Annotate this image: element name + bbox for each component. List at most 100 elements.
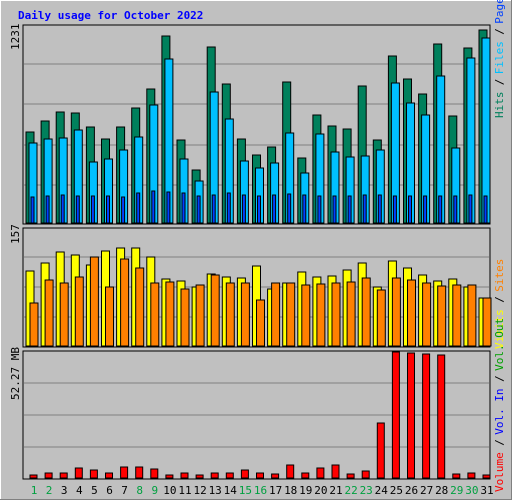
bar-sites-day-undefined <box>422 282 432 347</box>
x-tick-label-day-14: 14 <box>224 484 238 497</box>
bar-volume-day-undefined <box>467 472 476 479</box>
x-tick-label-day-5: 5 <box>91 484 98 497</box>
x-tick-label-day-2: 2 <box>46 484 53 497</box>
x-tick-label-day-1: 1 <box>31 484 38 497</box>
bar-files-day-31 <box>481 37 491 224</box>
y-max-label-volume: 52.27 MB <box>9 347 22 400</box>
x-tick-label-day-18: 18 <box>284 484 297 497</box>
bar-volume-day-undefined <box>135 466 144 479</box>
bar-pages-day-9 <box>151 190 156 224</box>
legend-separator: / <box>493 439 506 446</box>
bar-volume-day-undefined <box>376 422 385 479</box>
bar-volume-day-undefined <box>210 472 219 479</box>
bar-volume-day-undefined <box>29 474 38 479</box>
bar-volume-day-undefined <box>301 472 310 479</box>
x-axis-labels: 1 2 3 4 5 6 7 8 9 10 11 12 13 14 15 16 17 18 19 20 21 22 23 24 2… <box>31 484 494 497</box>
bar-pages-day-17 <box>272 194 277 224</box>
legend-label-pages: Pages <box>493 0 506 24</box>
legend-separator: / <box>493 296 506 303</box>
bar-volume-day-undefined <box>316 467 325 479</box>
bar-volume-day-undefined <box>105 472 113 479</box>
x-tick-label-day-30: 30 <box>465 484 478 497</box>
bar-volume-day-undefined <box>482 474 491 479</box>
bar-sites-day-undefined <box>44 279 54 347</box>
bar-pages-day-4 <box>75 195 80 224</box>
bar-pages-day-10 <box>166 191 171 224</box>
x-tick-label-day-20: 20 <box>314 484 327 497</box>
bar-volume-day-undefined <box>120 466 129 479</box>
x-tick-label-day-13: 13 <box>209 484 222 497</box>
bar-pages-day-15 <box>241 194 246 224</box>
bar-pages-day-3 <box>60 194 65 224</box>
x-tick-label-day-24: 24 <box>375 484 389 497</box>
bar-sites-day-undefined <box>29 302 39 347</box>
legend-label-volume: Volume <box>493 452 506 492</box>
bar-pages-day-11 <box>181 192 186 224</box>
bar-sites-day-undefined <box>59 282 69 347</box>
bar-volume-day-undefined <box>407 352 415 479</box>
y-max-label-hits: 1231 <box>9 24 22 51</box>
bar-sites-day-undefined <box>467 284 477 347</box>
bar-sites-day-undefined <box>135 267 145 347</box>
bar-sites-day-undefined <box>286 282 296 347</box>
bar-pages-day-22 <box>347 195 352 224</box>
bar-volume-day-undefined <box>150 468 159 479</box>
x-tick-label-day-17: 17 <box>269 484 282 497</box>
bar-sites-day-undefined <box>225 282 235 347</box>
bar-sites-day-undefined <box>120 258 130 347</box>
bar-sites-day-undefined <box>195 284 205 347</box>
x-tick-label-day-26: 26 <box>405 484 418 497</box>
bar-pages-day-7 <box>121 196 126 224</box>
bar-volume-day-undefined <box>286 464 295 479</box>
bar-pages-day-19 <box>302 194 307 224</box>
bar-volume-day-undefined <box>331 464 340 479</box>
bar-volume-day-undefined <box>271 473 280 479</box>
x-tick-label-day-28: 28 <box>435 484 448 497</box>
x-tick-label-day-4: 4 <box>76 484 83 497</box>
x-tick-label-day-6: 6 <box>106 484 113 497</box>
bar-sites-day-undefined <box>74 276 84 347</box>
x-tick-label-day-31: 31 <box>480 484 493 497</box>
bar-sites-day-undefined <box>346 281 356 347</box>
bar-sites-day-undefined <box>452 284 462 347</box>
bar-pages-day-24 <box>377 194 382 224</box>
bar-pages-day-26 <box>408 195 412 224</box>
bar-volume-day-undefined <box>422 353 431 479</box>
bar-sites-day-undefined <box>180 288 190 347</box>
x-tick-label-day-8: 8 <box>136 484 143 497</box>
legend-separator: / <box>493 79 506 86</box>
bar-pages-day-2 <box>45 195 50 224</box>
bar-volume-day-undefined <box>44 472 53 479</box>
bar-sites-day-undefined <box>482 297 492 347</box>
x-tick-label-day-27: 27 <box>420 484 433 497</box>
bar-volume-day-undefined <box>240 469 249 479</box>
bar-pages-day-13 <box>211 194 216 224</box>
bar-pages-day-31 <box>483 195 488 224</box>
bar-sites-day-undefined <box>331 282 341 347</box>
bar-sites-day-undefined <box>89 256 99 347</box>
legend-label-sites: Sites <box>493 259 506 292</box>
bar-volume-day-undefined <box>391 351 400 479</box>
chart-title: Daily usage for October 2022 <box>18 9 203 22</box>
x-tick-label-day-11: 11 <box>178 484 191 497</box>
bar-volume-day-undefined <box>89 469 98 479</box>
legend-label-visits: Visits <box>493 309 506 349</box>
bar-pages-day-21 <box>332 195 337 224</box>
bar-sites-day-undefined <box>271 282 281 347</box>
bar-volume-day-undefined <box>452 473 461 479</box>
bar-sites-day-undefined <box>391 277 401 347</box>
bar-sites-day-undefined <box>376 289 386 347</box>
x-tick-label-day-23: 23 <box>360 484 373 497</box>
bar-volume-day-undefined <box>361 470 370 479</box>
bar-volume-day-undefined <box>59 472 68 479</box>
legend-label-files: Files <box>493 41 506 74</box>
bar-pages-day-16 <box>257 195 261 224</box>
x-tick-label-day-19: 19 <box>299 484 312 497</box>
bar-volume-day-undefined <box>256 472 264 479</box>
bar-pages-day-5 <box>90 195 95 224</box>
legend-label-vol-out: Vol. Out <box>493 318 506 371</box>
x-tick-label-day-7: 7 <box>121 484 128 497</box>
bar-sites-day-undefined <box>316 283 326 347</box>
bar-volume-day-undefined <box>180 472 189 479</box>
